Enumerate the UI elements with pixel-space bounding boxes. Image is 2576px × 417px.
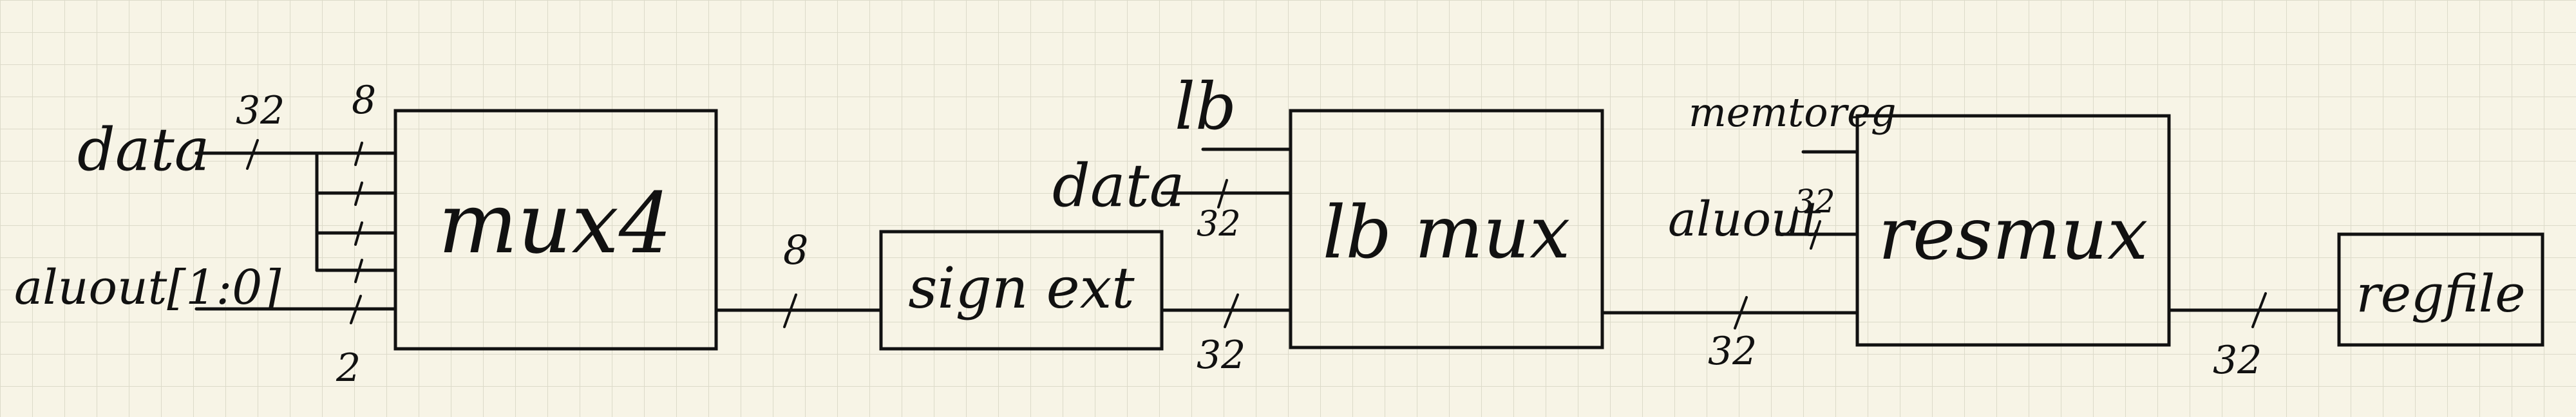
regfile-block — [2337, 232, 2544, 347]
mux4-block — [393, 109, 718, 351]
aluout-low-width-label: 2 — [336, 346, 361, 391]
mux4-output-slash — [783, 293, 797, 328]
lb-mux-output-slash — [1734, 296, 1748, 329]
byte3-slash — [354, 259, 363, 283]
sign-ext-output-width-label: 32 — [1197, 333, 1245, 378]
data-lb-slash — [1217, 179, 1228, 208]
data-width-label: 32 — [236, 88, 285, 133]
aluout-low-label: aluout[1:0] — [14, 260, 281, 315]
regfile-label: regfile — [2356, 264, 2525, 324]
mux-byte-width-label: 8 — [352, 78, 376, 123]
resmux-output-slash — [2251, 292, 2267, 328]
lb-mux-output-width-label: 32 — [1708, 329, 1757, 374]
data-input-label: data — [77, 115, 210, 184]
byte1-slash — [354, 181, 363, 206]
lb-select-label: lb — [1175, 69, 1236, 144]
aluout-width-label: 32 — [1794, 183, 1835, 220]
mux4-output-width-label: 8 — [783, 227, 808, 273]
sign-ext-block — [879, 230, 1164, 351]
byte2-slash — [354, 221, 363, 246]
sign-ext-label: sign ext — [908, 255, 1135, 321]
byte0-slash — [354, 142, 363, 166]
mux4-label: mux4 — [438, 174, 672, 272]
sign-ext-output-slash — [1224, 293, 1239, 328]
lb-mux-label: lb mux — [1323, 191, 1571, 275]
lb-mux-block — [1289, 109, 1604, 349]
aluout-slash — [1810, 220, 1821, 250]
data-lb-width-label: 32 — [1197, 203, 1241, 244]
memtoreg-label: memtoreg — [1689, 89, 1897, 136]
data-width-slash — [246, 139, 259, 170]
aluout-label: aluout — [1668, 192, 1821, 247]
aluout-low-slash — [350, 295, 362, 324]
resmux-label: resmux — [1879, 192, 2148, 276]
resmux-output-width-label: 32 — [2213, 338, 2262, 383]
data-lb-label: data — [1052, 151, 1185, 220]
resmux-block — [1855, 114, 2171, 347]
